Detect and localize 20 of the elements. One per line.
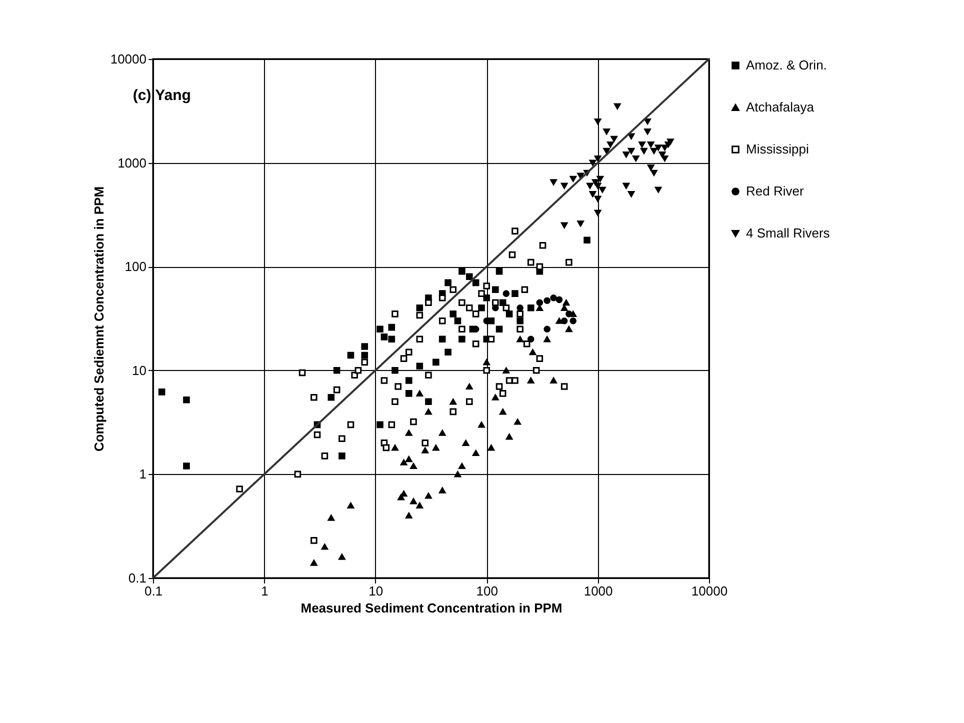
y-axis-title: Computed Sediemnt Concentration in PPM [91, 186, 106, 452]
x-tick-label: 10000 [691, 584, 728, 598]
text: (c) Yang [132, 87, 191, 104]
x-tick-label: 0.1 [144, 584, 163, 598]
x-tick-label: 10 [368, 584, 384, 598]
y-tick-label: 10 [132, 362, 146, 378]
legend-label: Atchafalaya [746, 100, 815, 114]
legend-label: Amoz. & Orin. [746, 58, 827, 72]
y-tick-label: 1 [139, 466, 146, 482]
legend-label: Mississippi [746, 142, 809, 156]
legend-label: Red River [746, 184, 804, 198]
y-tick-label: 10000 [110, 52, 146, 66]
x-tick-label: 1000 [584, 584, 613, 598]
legend-label: 4 Small Rivers [746, 226, 830, 240]
y-tick-label: 0.1 [128, 570, 146, 586]
x-tick-label: 1 [261, 584, 268, 598]
y-tick-label: 1000 [118, 155, 146, 170]
x-tick-label: 100 [476, 584, 498, 598]
x-axis-title: Measured Sediment Concentration in PPM [300, 600, 562, 616]
y-tick-label: 100 [124, 259, 146, 274]
